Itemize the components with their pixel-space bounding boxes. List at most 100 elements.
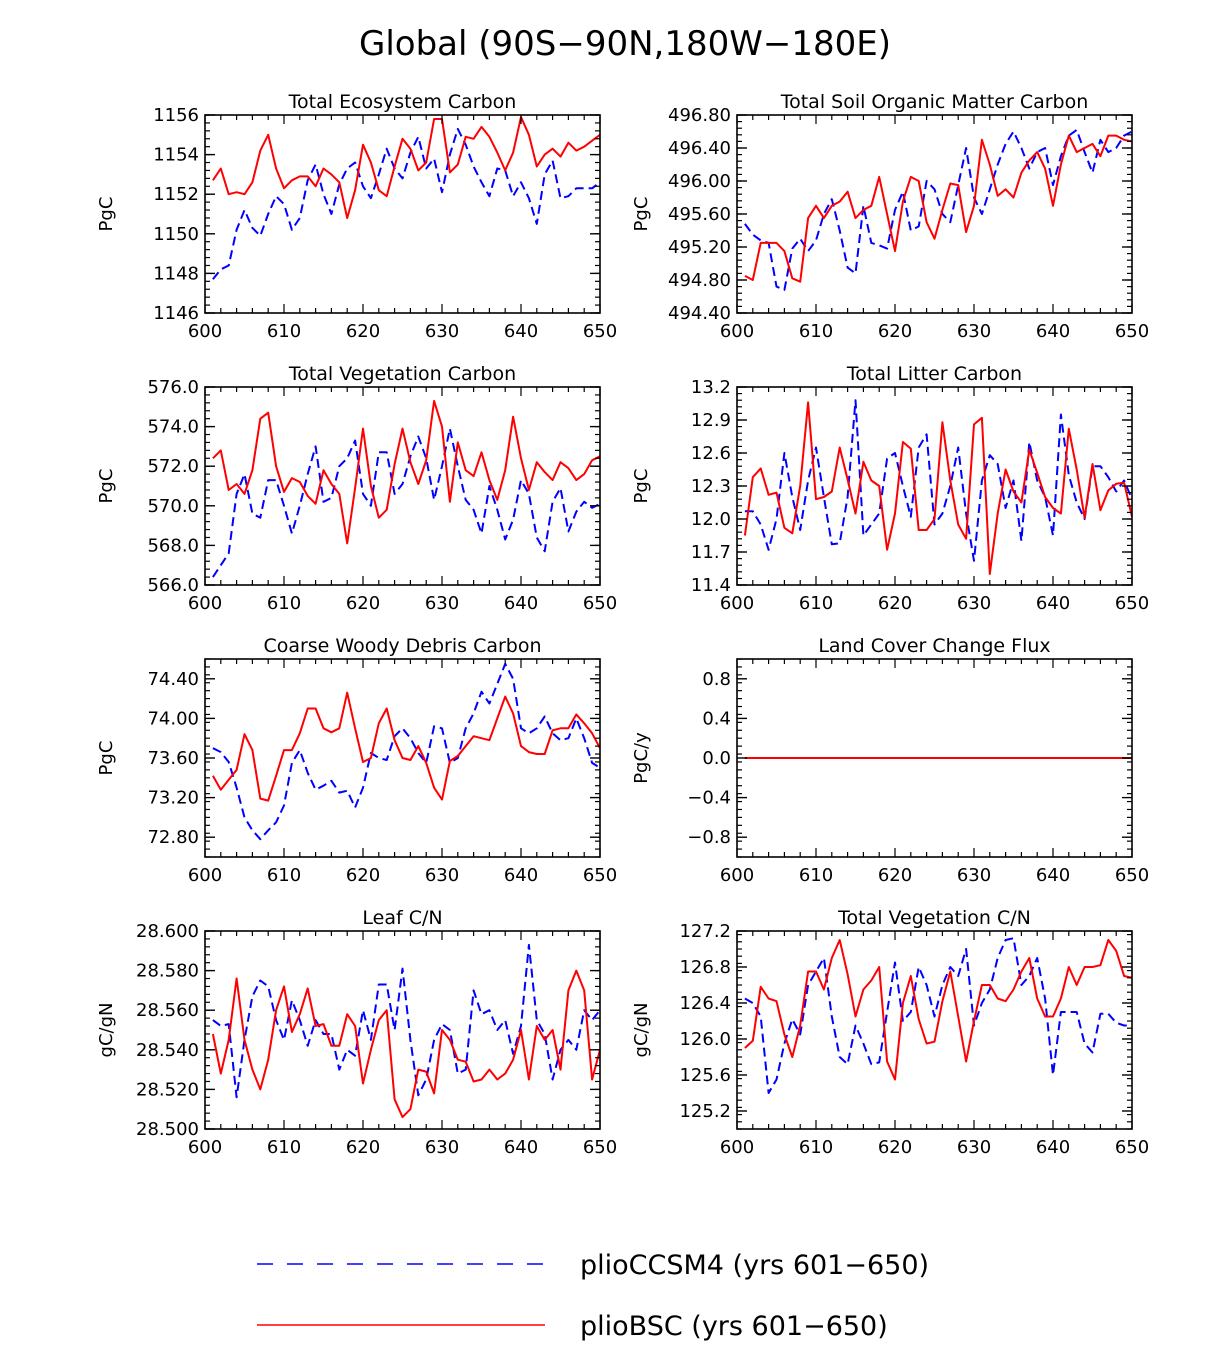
x-tick-label: 650 [583,321,617,342]
y-tick-label: 28.560 [136,1000,199,1021]
y-tick-label: 1150 [153,224,199,245]
x-tick-label: 650 [583,1137,617,1158]
legend-label-pliocccsm4: plioCCSM4 (yrs 601−650) [580,1250,929,1281]
y-tick-label: 72.80 [147,827,199,848]
y-axis-label: PgC [631,469,652,504]
x-tick-label: 650 [1115,865,1149,886]
y-tick-label: 568.0 [147,535,199,556]
x-tick-label: 610 [267,593,301,614]
x-tick-label: 610 [267,1137,301,1158]
series-line-pliobsc [212,691,600,802]
y-tick-label: 28.580 [136,961,199,982]
y-tick-label: 496.00 [668,171,731,192]
y-tick-label: 126.0 [679,1029,731,1050]
y-tick-label: 0.0 [702,748,731,769]
chart-panel: 600 610 620 630 640 650 566.0 568.0 570.0 572.0 57… [96,363,617,614]
y-tick-label: 13.2 [691,377,731,398]
x-tick-label: 600 [188,1137,222,1158]
x-tick-label: 600 [720,865,754,886]
series-line-pliobsc [211,969,600,1119]
panel-title: Total Vegetation C/N [837,907,1031,929]
y-tick-label: 1148 [153,263,199,284]
x-tick-label: 600 [188,321,222,342]
series-line-pliocccsm4 [212,662,600,841]
y-tick-label: 127.2 [679,921,731,942]
x-tick-label: 610 [799,593,833,614]
y-axis-label: PgC/y [631,732,652,784]
y-tick-label: 572.0 [147,456,199,477]
x-tick-label: 630 [957,321,991,342]
x-tick-label: 620 [878,593,912,614]
series-line-pliobsc [744,134,1132,283]
y-tick-label: 11.4 [691,575,731,596]
chart-panels: 600 610 620 630 640 650 1146 1148 1150 1152 1154 11… [96,91,1149,1158]
y-tick-label: 1152 [153,184,199,205]
y-tick-label: 73.20 [147,788,199,809]
y-tick-label: 12.0 [691,509,731,530]
y-tick-label: 1154 [153,145,199,166]
series-line-pliocccsm4 [212,127,600,280]
x-tick-label: 620 [878,1137,912,1158]
y-axis-label: gC/gN [96,1003,117,1058]
x-tick-label: 620 [346,321,380,342]
x-tick-label: 620 [878,321,912,342]
y-axis-label: PgC [631,197,652,232]
panel-title: Total Litter Carbon [846,363,1022,385]
legend: plioCCSM4 (yrs 601−650) plioBSC (yrs 601… [257,1250,929,1342]
x-tick-label: 600 [188,865,222,886]
y-tick-label: 496.40 [668,138,731,159]
x-tick-label: 630 [425,1137,459,1158]
chart-panel: 600 610 620 630 640 650 11.4 11.7 12.0 12.3 12.6 12… [631,363,1149,614]
chart-panel: 600 610 620 630 640 650 72.80 73.20 73.60 74.00 74… [96,635,617,886]
y-tick-label: 12.6 [691,443,731,464]
y-tick-label: 566.0 [147,575,199,596]
y-tick-label: 494.40 [668,303,731,324]
x-tick-label: 610 [799,865,833,886]
x-tick-label: 630 [425,593,459,614]
y-tick-label: 28.540 [136,1040,199,1061]
x-tick-label: 640 [1036,865,1070,886]
x-tick-label: 630 [425,865,459,886]
y-tick-label: 495.20 [668,237,731,258]
y-tick-label: 125.2 [679,1101,731,1122]
series-line-pliobsc [744,939,1132,1081]
x-tick-label: 610 [267,321,301,342]
x-tick-label: 640 [504,593,538,614]
x-tick-label: 640 [504,865,538,886]
panel-title: Leaf C/N [362,907,442,929]
y-tick-label: 12.3 [691,476,731,497]
x-tick-label: 620 [346,593,380,614]
y-tick-label: 495.60 [668,204,731,225]
x-tick-label: 610 [799,1137,833,1158]
panel-title: Total Vegetation Carbon [288,363,516,385]
x-tick-label: 600 [188,593,222,614]
chart-panel: 600 610 620 630 640 650 −0.8 −0.4 0.0 0.4 0.8 Land … [631,635,1149,886]
y-tick-label: 12.9 [691,410,731,431]
legend-label-pliobsc: plioBSC (yrs 601−650) [580,1311,888,1342]
x-tick-label: 650 [583,865,617,886]
x-tick-label: 630 [957,593,991,614]
panel-title: Coarse Woody Debris Carbon [263,635,541,657]
series-line-pliocccsm4 [212,427,600,578]
x-tick-label: 640 [504,321,538,342]
chart-panel: 600 610 620 630 640 650 1146 1148 1150 1152 1154 11… [96,91,617,342]
chart-panel: 600 610 620 630 640 650 28.500 28.520 28.540 28.5… [96,907,617,1158]
x-tick-label: 610 [799,321,833,342]
y-tick-label: 74.00 [147,708,199,729]
plot-frame [204,386,601,586]
y-tick-label: 126.8 [679,957,731,978]
series-line-pliobsc [743,401,1132,575]
panel-title: Total Soil Organic Matter Carbon [780,91,1089,113]
chart-panel: 600 610 620 630 640 650 494.40 494.80 495.20 495.… [631,91,1149,342]
panel-title: Land Cover Change Flux [818,635,1050,657]
x-tick-label: 640 [1036,593,1070,614]
x-tick-label: 650 [1115,321,1149,342]
series-line-pliobsc [212,399,600,545]
x-tick-label: 650 [583,593,617,614]
x-tick-label: 600 [720,593,754,614]
y-tick-label: 0.4 [702,708,731,729]
y-tick-label: 126.4 [679,993,731,1014]
x-tick-label: 620 [346,865,380,886]
y-tick-label: 11.7 [691,542,731,563]
